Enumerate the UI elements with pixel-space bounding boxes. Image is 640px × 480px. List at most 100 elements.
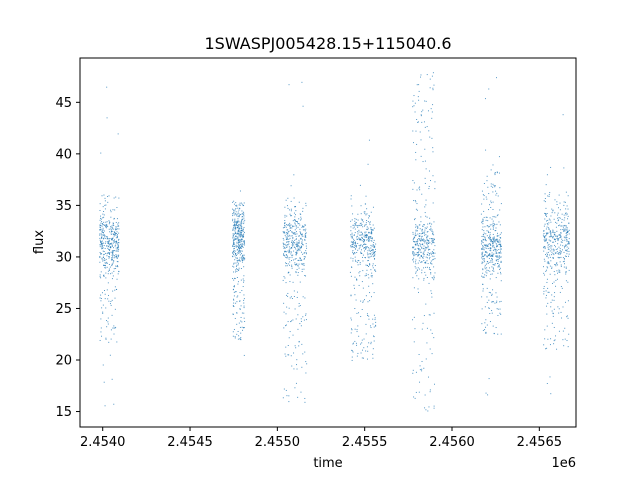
data-point [108, 244, 110, 246]
data-point [549, 254, 551, 256]
data-point [483, 210, 485, 212]
data-point [284, 251, 286, 253]
data-point [366, 239, 368, 241]
data-point [296, 364, 298, 366]
data-point [361, 234, 363, 236]
data-point [115, 233, 117, 235]
data-point [484, 247, 486, 249]
data-point [481, 252, 483, 254]
data-point [105, 241, 107, 243]
data-point [240, 279, 242, 281]
data-point [559, 257, 561, 259]
data-point [546, 281, 548, 283]
data-point [495, 216, 497, 218]
data-point [282, 397, 284, 399]
data-point [102, 242, 104, 244]
data-point [494, 185, 496, 187]
data-point [425, 358, 427, 360]
data-point [432, 242, 434, 244]
data-point [419, 369, 421, 371]
data-point [363, 243, 365, 245]
data-point [369, 264, 371, 266]
data-point [238, 216, 240, 218]
data-point [490, 202, 492, 204]
data-point [305, 313, 307, 315]
data-point [563, 214, 565, 216]
data-point [484, 98, 486, 100]
data-point [432, 259, 434, 261]
data-point [368, 217, 370, 219]
data-point [238, 246, 240, 248]
data-point [100, 222, 102, 224]
data-point [305, 361, 307, 363]
data-point [549, 230, 551, 232]
data-point [425, 246, 427, 248]
data-point [297, 248, 299, 250]
data-point [560, 256, 562, 258]
data-point [372, 256, 374, 258]
data-point [240, 316, 242, 318]
data-point [237, 262, 239, 264]
data-point [116, 218, 118, 220]
data-point [104, 208, 106, 210]
data-point [358, 231, 360, 233]
data-point [305, 245, 307, 247]
data-point [240, 243, 242, 245]
data-point [495, 292, 497, 294]
data-point [294, 216, 296, 218]
data-point [233, 243, 235, 245]
data-point [300, 391, 302, 393]
data-point [366, 228, 368, 230]
data-point [547, 219, 549, 221]
data-point [415, 235, 417, 237]
data-point [101, 335, 103, 337]
data-point [562, 229, 564, 231]
data-point [108, 228, 110, 230]
data-point [491, 301, 493, 303]
data-point [426, 235, 428, 237]
data-point [102, 224, 104, 226]
data-point [352, 250, 354, 252]
data-point [350, 195, 352, 197]
data-point [487, 261, 489, 263]
data-point [242, 230, 244, 232]
data-point [482, 283, 484, 285]
data-point [234, 232, 236, 234]
data-point [558, 238, 560, 240]
data-point [293, 219, 295, 221]
data-point [489, 233, 491, 235]
data-point [297, 314, 299, 316]
data-point [560, 252, 562, 254]
data-point [110, 301, 112, 303]
data-point [564, 245, 566, 247]
data-point [550, 166, 552, 168]
data-point [101, 235, 103, 237]
data-point [295, 258, 297, 260]
data-point [351, 205, 353, 207]
data-point [484, 268, 486, 270]
data-point [566, 237, 568, 239]
data-point [362, 254, 364, 256]
data-point [544, 338, 546, 340]
data-point [350, 220, 352, 222]
data-point [293, 290, 295, 292]
data-point [298, 241, 300, 243]
data-point [232, 288, 234, 290]
data-point [354, 218, 356, 220]
data-point [497, 240, 499, 242]
data-point [368, 236, 370, 238]
data-point [284, 277, 286, 279]
data-point [488, 237, 490, 239]
data-point [494, 240, 496, 242]
data-point [370, 232, 372, 234]
data-point [430, 227, 432, 229]
data-point [284, 222, 286, 224]
data-point [565, 271, 567, 273]
data-point [116, 231, 118, 233]
data-point [368, 318, 370, 320]
data-point [371, 276, 373, 278]
data-point [419, 233, 421, 235]
data-point [108, 242, 110, 244]
data-point [297, 242, 299, 244]
data-point [499, 250, 501, 252]
